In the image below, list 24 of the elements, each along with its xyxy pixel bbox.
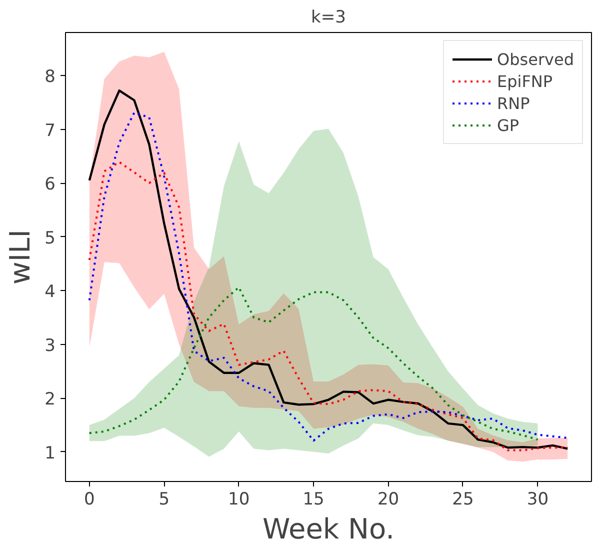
y-tick-label: 1 xyxy=(44,443,56,464)
line-series xyxy=(88,161,569,452)
x-tick-label: 20 xyxy=(377,490,400,510)
x-tick-label: 5 xyxy=(158,490,170,510)
y-tick-label: 5 xyxy=(44,228,56,248)
x-tick-label: 15 xyxy=(302,490,324,510)
line-series xyxy=(88,286,539,441)
x-tick-label: 25 xyxy=(452,490,474,510)
y-tick-label: 8 xyxy=(44,67,56,88)
x-tick-label: 0 xyxy=(84,490,95,510)
legend-label: Observed xyxy=(497,50,574,68)
chart-title: k=3 xyxy=(311,8,346,28)
legend-label: GP xyxy=(497,116,520,134)
y-tick-label: 7 xyxy=(44,120,56,141)
y-axis-title: wILI xyxy=(4,229,37,285)
y-tick-label: 3 xyxy=(44,336,56,356)
legend-label: EpiFNP xyxy=(497,72,553,90)
x-axis-title: Week No. xyxy=(262,512,395,546)
y-tick-label: 2 xyxy=(44,390,56,410)
x-tick-label: 30 xyxy=(526,490,549,510)
y-tick-label: 6 xyxy=(44,174,56,195)
legend-label: RNP xyxy=(497,94,530,112)
x-tick-label: 10 xyxy=(228,490,250,510)
y-tick-label: 4 xyxy=(44,282,56,302)
